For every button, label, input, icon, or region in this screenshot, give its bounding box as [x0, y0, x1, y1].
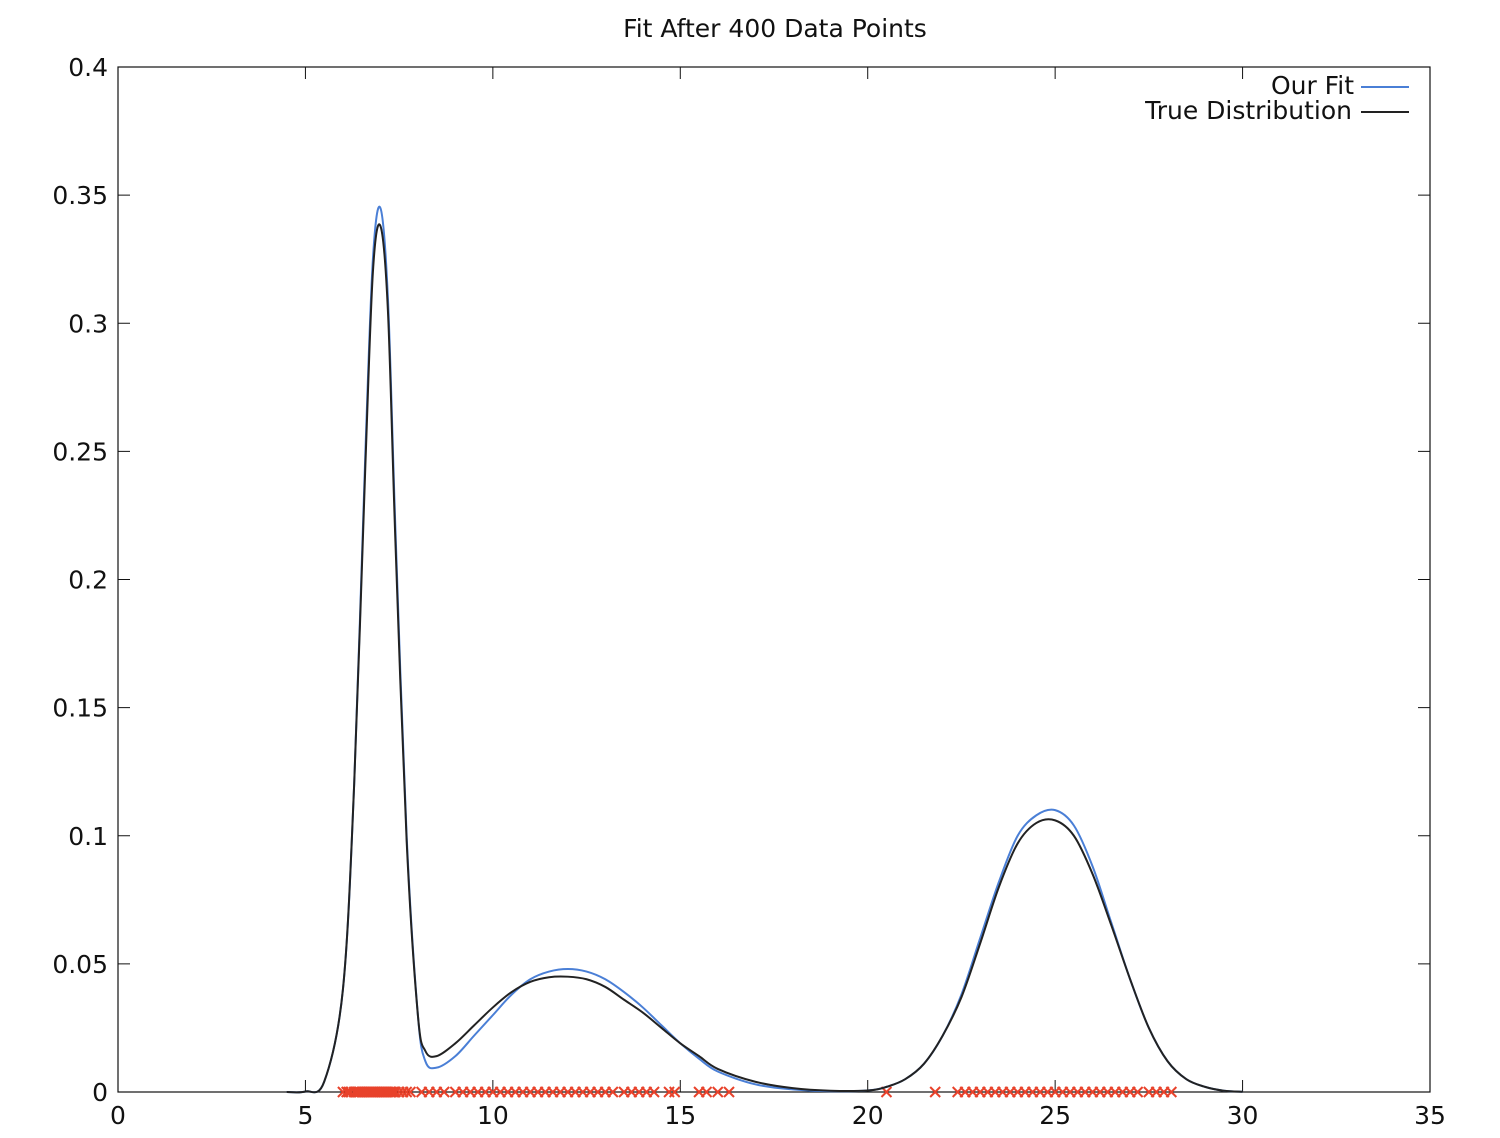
x-tick-label: 15 — [664, 1101, 696, 1130]
data-point-marker — [404, 1086, 417, 1098]
data-point-marker — [712, 1086, 724, 1098]
series-line-our-fit — [286, 205, 1243, 1094]
y-tick-label: 0.35 — [52, 181, 108, 210]
x-tick-label: 10 — [477, 1101, 509, 1130]
series-line-true-distribution — [286, 223, 1243, 1094]
y-tick-label: 0.05 — [52, 950, 108, 979]
data-point-marker — [929, 1086, 941, 1098]
x-tick-label: 25 — [1039, 1101, 1071, 1130]
data-point-marker — [400, 1086, 413, 1098]
chart-title: Fit After 400 Data Points — [623, 14, 927, 43]
y-tick-label: 0.15 — [52, 694, 108, 723]
x-tick-label: 20 — [852, 1101, 884, 1130]
y-tick-label: 0.3 — [68, 309, 108, 338]
x-tick-label: 5 — [297, 1101, 313, 1130]
data-point-marker — [438, 1086, 450, 1098]
legend-label-our-fit: Our Fit — [1271, 71, 1354, 100]
y-tick-label: 0 — [92, 1078, 108, 1107]
data-point-marker — [723, 1086, 735, 1098]
plot-area: 0 5 10 15 20 25 30 35 0 0.05 0.1 0.15 0.2 0.25 0.3 0.35… — [52, 53, 1446, 1130]
data-point-marker — [668, 1086, 681, 1098]
x-tick-label: 30 — [1227, 1101, 1259, 1130]
x-tick-label: 35 — [1414, 1101, 1446, 1130]
x-tick-label: 0 — [110, 1101, 126, 1130]
data-point-marker — [700, 1086, 713, 1098]
y-tick-label: 0.4 — [68, 53, 108, 82]
plot-frame — [117, 66, 1431, 1093]
y-tick-label: 0.1 — [68, 822, 108, 851]
data-point-marker — [607, 1086, 619, 1098]
legend-label-true-distribution: True Distribution — [1144, 96, 1352, 125]
y-tick-label: 0.25 — [52, 437, 108, 466]
y-tick-label: 0.2 — [68, 566, 108, 595]
data-point-marker — [648, 1086, 660, 1098]
legend: Our Fit True Distribution — [1144, 71, 1409, 125]
data-point-marker — [1131, 1086, 1144, 1098]
data-point-marker — [1165, 1086, 1178, 1098]
